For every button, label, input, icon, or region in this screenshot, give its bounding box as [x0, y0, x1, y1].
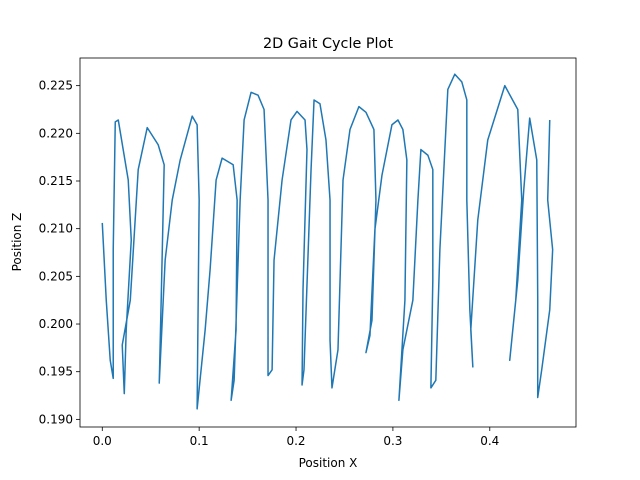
y-tick-label: 0.195	[39, 365, 73, 379]
x-tick-label: 0.3	[383, 434, 402, 448]
x-tick-label: 0.0	[93, 434, 112, 448]
y-tick-label: 0.220	[39, 126, 73, 140]
x-tick-label: 0.2	[286, 434, 305, 448]
y-tick-label: 0.225	[39, 79, 73, 93]
plot-frame	[79, 57, 577, 428]
y-tick-label: 0.210	[39, 222, 73, 236]
x-tick-label: 0.4	[480, 434, 499, 448]
x-axis-label: Position X	[299, 456, 358, 470]
y-tick-label: 0.200	[39, 317, 73, 331]
data-line	[101, 73, 554, 410]
x-tick-label: 0.1	[190, 434, 209, 448]
y-tick-label: 0.215	[39, 174, 73, 188]
y-tick-label: 0.190	[39, 412, 73, 426]
y-axis-label: Position Z	[10, 213, 24, 272]
chart-title: 2D Gait Cycle Plot	[263, 36, 393, 52]
y-tick-label: 0.205	[39, 269, 73, 283]
